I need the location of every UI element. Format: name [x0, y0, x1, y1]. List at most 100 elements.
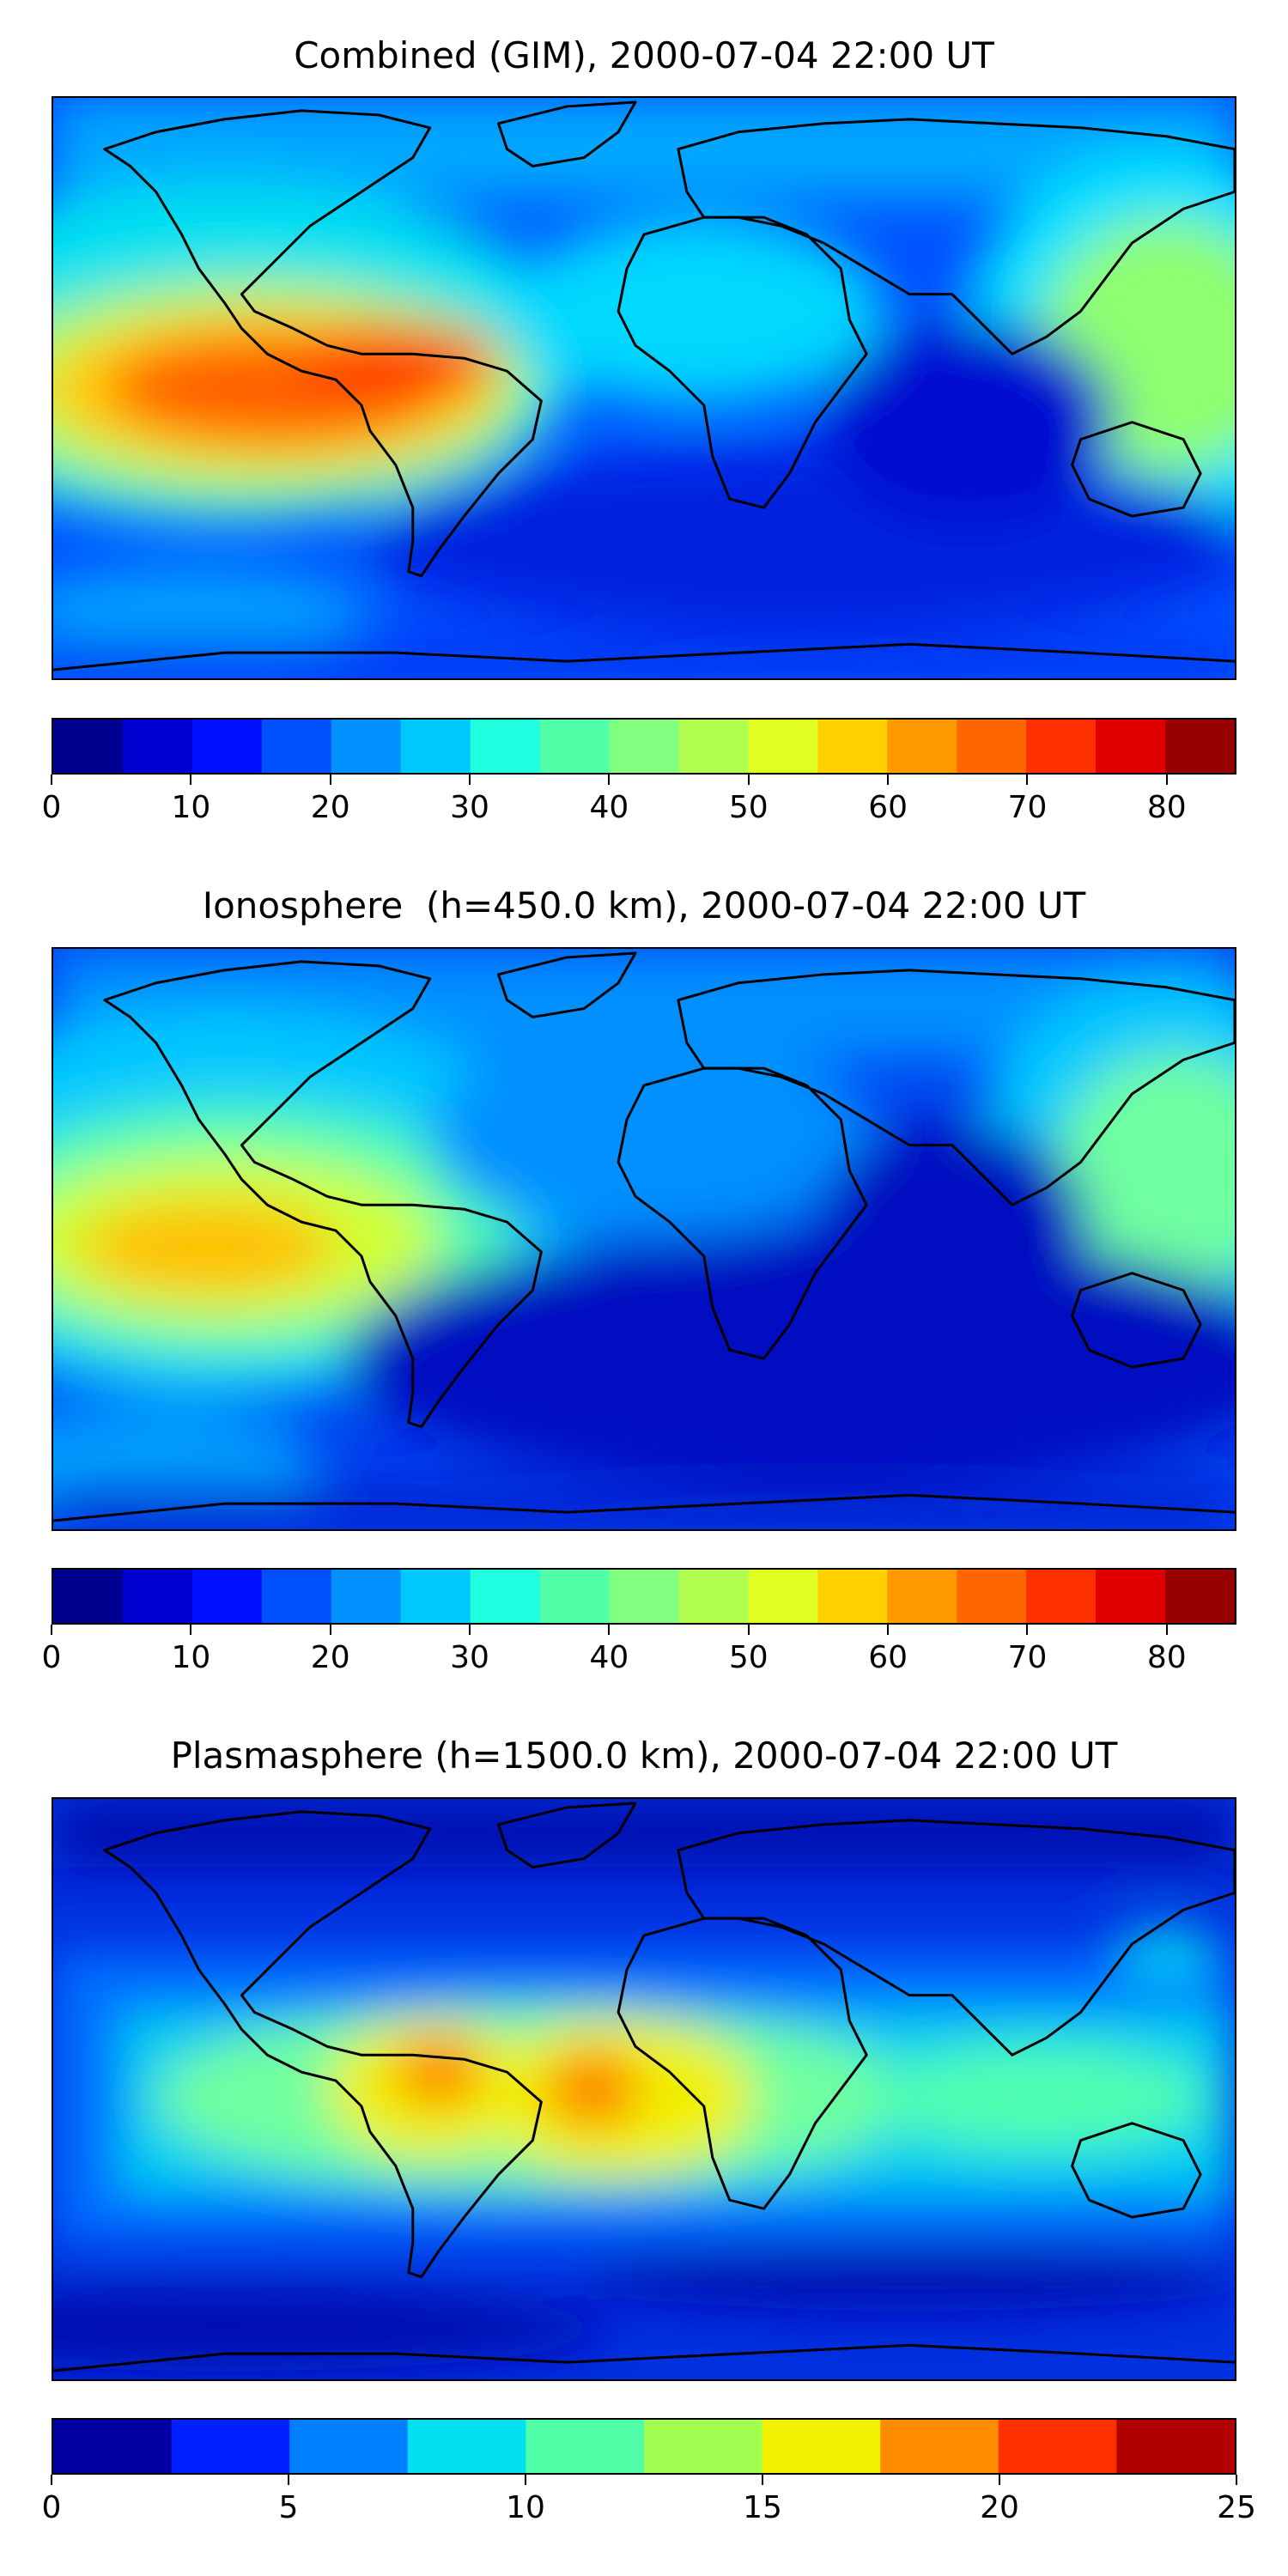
colorbar-swatch: [53, 1570, 124, 1623]
colorbar-swatch: [678, 1570, 750, 1623]
colorbar-swatch: [261, 720, 332, 773]
colorbar-tick-label: 20: [980, 2490, 1019, 2525]
colorbar-tick: [608, 775, 611, 785]
colorbar-swatches: [53, 1570, 1235, 1623]
colorbar: [52, 2418, 1236, 2475]
colorbar-tick: [1165, 1625, 1168, 1635]
colorbar-tick-label: 70: [1007, 1640, 1048, 1675]
colorbar-tick: [288, 2475, 289, 2485]
colorbar-ticks: 0 10 20 30 40 50 60 70 80: [42, 775, 1236, 826]
chart-title: Combined (GIM), 2000-07-04 22:00 UT: [294, 34, 994, 76]
colorbar-tick: [1165, 775, 1168, 785]
heatmap: [53, 949, 1235, 1529]
colorbar-swatch: [526, 2420, 645, 2473]
colorbar-tick-label: 0: [41, 790, 62, 825]
colorbar-tick-label: 60: [868, 1640, 908, 1675]
colorbar-swatch: [998, 2420, 1117, 2473]
colorbar-tick-label: 60: [868, 790, 908, 825]
colorbar-tick: [469, 1625, 471, 1635]
colorbar-swatch: [331, 720, 402, 773]
colorbar-swatch: [1026, 720, 1097, 773]
colorbar-swatch: [1096, 720, 1166, 773]
colorbar: [52, 1568, 1236, 1625]
panel-combined: Combined (GIM), 2000-07-04 22:00 UT: [0, 0, 1288, 859]
colorbar-tick: [1026, 1625, 1029, 1635]
colorbar-swatches: [53, 720, 1235, 773]
colorbar-tick-label: 30: [450, 790, 489, 825]
colorbar-swatch: [678, 720, 750, 773]
colorbar-swatch: [171, 2420, 290, 2473]
coastlines: [53, 1801, 1235, 2372]
colorbar-swatch: [957, 720, 1027, 773]
colorbar-tick-label: 40: [589, 1640, 629, 1675]
colorbar-swatch: [1096, 1570, 1166, 1623]
colorbar-swatch: [880, 2420, 999, 2473]
colorbar-tick-label: 80: [1146, 1640, 1187, 1675]
colorbar-swatch: [331, 1570, 402, 1623]
colorbar-tick: [762, 2475, 763, 2485]
colorbar-swatch: [470, 1570, 541, 1623]
colorbar-tick-label: 25: [1217, 2490, 1256, 2525]
colorbar-tick: [747, 1625, 750, 1635]
colorbar-tick-label: 0: [41, 1640, 62, 1675]
colorbar-tick-label: 15: [743, 2490, 782, 2525]
colorbar-tick-label: 50: [728, 790, 769, 825]
colorbar-tick-label: 10: [171, 1640, 211, 1675]
colorbar-swatch: [539, 720, 611, 773]
colorbar-tick: [887, 1625, 890, 1635]
colorbar-swatch: [1165, 1570, 1235, 1623]
panel-ionosphere: Ionosphere (h=450.0 km), 2000-07-04 22:0…: [42, 884, 1236, 1676]
colorbar-tick: [51, 1625, 52, 1635]
colorbar-tick: [999, 2475, 1000, 2485]
colorbar-tick: [887, 775, 890, 785]
colorbar-swatch: [400, 720, 471, 773]
colorbar-tick: [51, 2475, 52, 2485]
colorbar-swatch: [1116, 2420, 1235, 2473]
colorbar-tick-label: 20: [310, 790, 350, 825]
colorbar-swatch: [191, 1570, 263, 1623]
colorbar-tick: [525, 2475, 526, 2485]
colorbar-swatch: [289, 2420, 409, 2473]
colorbar-tick: [1236, 2475, 1237, 2485]
colorbar-swatch: [1165, 720, 1235, 773]
colorbar-swatch: [470, 720, 541, 773]
colorbar-swatch: [644, 2420, 763, 2473]
colorbar-swatch: [261, 1570, 332, 1623]
colorbar-swatch: [957, 1570, 1027, 1623]
coastlines: [53, 951, 1235, 1522]
colorbar-tick: [747, 775, 750, 785]
heatmap: [53, 98, 1235, 678]
colorbar-tick: [329, 775, 331, 785]
colorbar-swatch: [407, 2420, 526, 2473]
colorbar-swatch: [762, 2420, 881, 2473]
chart-title: Plasmasphere (h=1500.0 km), 2000-07-04 2…: [170, 1735, 1118, 1777]
colorbar-swatch: [817, 720, 888, 773]
colorbar-swatch: [887, 1570, 957, 1623]
colorbar-swatch: [122, 720, 193, 773]
colorbar-tick: [469, 775, 471, 785]
colorbar-ticks: 0 10 20 30 40 50 60 70 80: [42, 1625, 1236, 1676]
chart-title: Ionosphere (h=450.0 km), 2000-07-04 22:0…: [202, 884, 1086, 927]
colorbar-swatch: [53, 2420, 173, 2473]
colorbar-tick-label: 30: [450, 1640, 489, 1675]
heatmap: [53, 1799, 1235, 2379]
colorbar-tick-label: 10: [506, 2490, 545, 2525]
colorbar-tick-label: 0: [41, 2490, 62, 2525]
colorbar-tick-label: 20: [310, 1640, 350, 1675]
colorbar: [52, 718, 1236, 775]
colorbar-swatch: [539, 1570, 611, 1623]
colorbar-ticks: 0 5 10 15 20 25: [42, 2475, 1256, 2526]
map-plot: [52, 1797, 1236, 2381]
map-plot: [52, 96, 1236, 680]
colorbar-tick-label: 80: [1146, 790, 1187, 825]
colorbar-tick: [329, 1625, 331, 1635]
colorbar-swatch: [748, 1570, 818, 1623]
colorbar-tick: [51, 775, 52, 785]
colorbar-tick-label: 5: [278, 2490, 299, 2525]
colorbar-swatch: [53, 720, 124, 773]
colorbar-swatches: [53, 2420, 1235, 2473]
colorbar-swatch: [609, 1570, 680, 1623]
colorbar-swatch: [400, 1570, 471, 1623]
colorbar-swatch: [122, 1570, 193, 1623]
map-plot: [52, 947, 1236, 1531]
